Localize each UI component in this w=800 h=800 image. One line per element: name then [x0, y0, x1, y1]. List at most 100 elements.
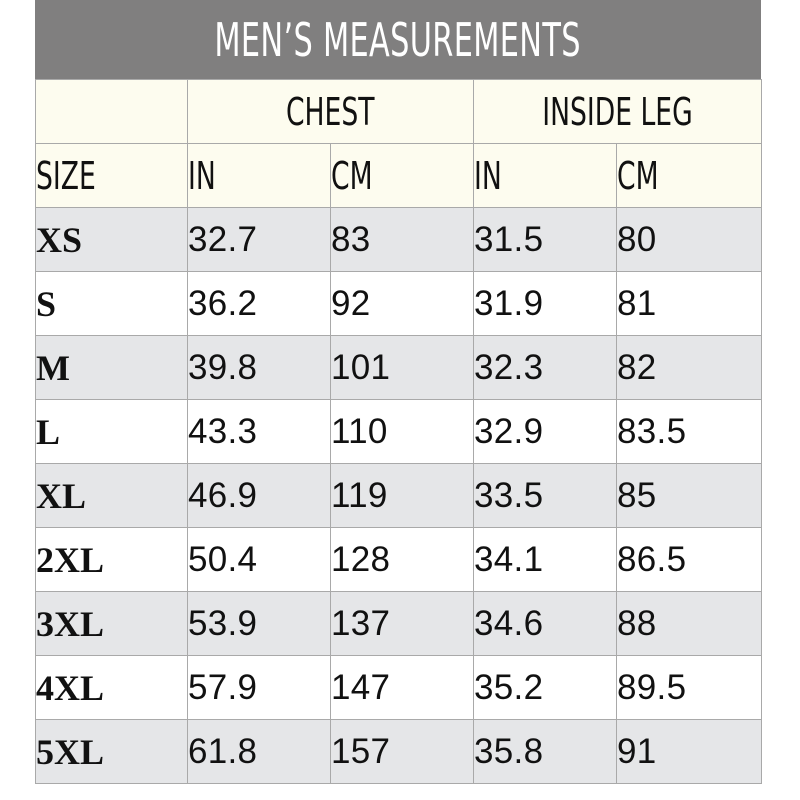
leg-in-cell-value: 32.9: [474, 411, 544, 451]
size-cell-value: S: [36, 283, 57, 324]
leg-cm-cell: 86.5: [616, 527, 763, 592]
size-cell: 5XL: [35, 719, 188, 784]
chest-cm-cell: 137: [329, 591, 475, 656]
chest-in-cell: 46.9: [187, 463, 331, 528]
size-cell-value: 5XL: [36, 731, 105, 772]
chest-cm-cell-value: 101: [331, 347, 391, 387]
chest-in-cell-value: 43.3: [188, 411, 258, 451]
table-row: XS 32.7 83 31.5 80: [35, 207, 763, 272]
chest-cm-cell-value: 137: [331, 603, 391, 643]
group-header-row: CHEST INSIDE LEG: [35, 79, 763, 144]
chart-title: MEN’S MEASUREMENTS: [214, 12, 582, 67]
leg-in-cell-value: 32.3: [474, 347, 544, 387]
table-row: 2XL 50.4 128 34.1 86.5: [35, 527, 763, 592]
leg-cm-cell: 80: [616, 207, 763, 272]
size-cell: XS: [35, 207, 188, 272]
size-cell: XL: [35, 463, 188, 528]
table-row: XL 46.9 119 33.5 85: [35, 463, 763, 528]
chest-in-cell: 61.8: [187, 719, 331, 784]
table-row: 5XL 61.8 157 35.8 91: [35, 719, 763, 784]
leg-cm-cell: 82: [616, 335, 763, 400]
table-row: L 43.3 110 32.9 83.5: [35, 399, 763, 464]
chest-in-cell: 50.4: [187, 527, 331, 592]
leg-cm-cell-value: 85: [617, 475, 657, 515]
chest-cm-cell-value: 119: [331, 475, 388, 515]
leg-cm-cell-value: 89.5: [617, 667, 687, 707]
leg-in-cell-value: 31.5: [474, 219, 544, 259]
chest-cm-cell: 83: [329, 207, 475, 272]
chest-in-cell-value: 53.9: [188, 603, 258, 643]
chest-group-header: CHEST: [186, 79, 475, 144]
column-header-row: SIZE IN CM IN CM: [35, 143, 763, 208]
leg-cm-cell-value: 80: [617, 219, 657, 259]
size-cell-value: 2XL: [36, 539, 105, 580]
size-cell: S: [35, 271, 188, 336]
leg-in-cell: 34.1: [473, 527, 618, 592]
measurements-table: CHEST INSIDE LEG SIZE IN CM IN: [35, 79, 763, 784]
chest-cm-cell-value: 157: [331, 731, 391, 771]
chest-cm-cell: 128: [329, 527, 475, 592]
title-bar: MEN’S MEASUREMENTS: [35, 0, 761, 79]
chest-in-cell: 32.7: [187, 207, 331, 272]
table-row: S 36.2 92 31.9 81: [35, 271, 763, 336]
leg-in-cell: 31.9: [473, 271, 618, 336]
chest-label: CHEST: [286, 89, 375, 134]
leg-in-cell: 35.2: [473, 655, 618, 720]
leg-in-cell-value: 35.2: [474, 667, 544, 707]
leg-cm-cell: 81: [616, 271, 763, 336]
leg-in-label: IN: [474, 153, 502, 198]
size-cell: 3XL: [35, 591, 188, 656]
chest-in-cell-value: 46.9: [188, 475, 258, 515]
chest-cm-cell: 110: [329, 399, 475, 464]
leg-in-cell: 31.5: [473, 207, 618, 272]
leg-in-cell: 32.9: [473, 399, 618, 464]
leg-in-column-header: IN: [473, 143, 618, 208]
size-cell-value: XL: [36, 475, 87, 516]
chest-cm-cell: 101: [329, 335, 475, 400]
size-cell-value: 3XL: [36, 603, 105, 644]
chest-cm-cell-value: 147: [331, 667, 391, 707]
size-column-header: SIZE: [35, 143, 188, 208]
size-cell-value: XS: [36, 219, 83, 260]
chest-cm-cell: 147: [329, 655, 475, 720]
leg-in-cell-value: 34.1: [474, 539, 544, 579]
size-cell: 2XL: [35, 527, 188, 592]
chest-in-cell-value: 32.7: [188, 219, 258, 259]
table-row: 4XL 57.9 147 35.2 89.5: [35, 655, 763, 720]
chest-cm-cell-value: 110: [331, 411, 388, 451]
chest-in-cell: 36.2: [187, 271, 331, 336]
chest-in-label: IN: [188, 153, 216, 198]
chest-cm-cell: 157: [329, 719, 475, 784]
chest-in-cell-value: 57.9: [188, 667, 258, 707]
leg-cm-cell-value: 88: [617, 603, 657, 643]
leg-cm-cell-value: 83.5: [617, 411, 687, 451]
chest-in-cell: 39.8: [187, 335, 331, 400]
inside-leg-group-header: INSIDE LEG: [473, 79, 763, 144]
size-cell-value: 4XL: [36, 667, 105, 708]
size-chart: MEN’S MEASUREMENTS CHEST INSIDE LEG SI: [35, 0, 763, 800]
chest-in-cell-value: 61.8: [188, 731, 258, 771]
chest-cm-column-header: CM: [329, 143, 475, 208]
chest-in-cell-value: 36.2: [188, 283, 258, 323]
chest-cm-cell: 92: [329, 271, 475, 336]
size-cell-value: M: [36, 347, 70, 388]
size-cell: 4XL: [35, 655, 188, 720]
leg-cm-cell: 88: [616, 591, 763, 656]
chest-in-cell: 53.9: [187, 591, 331, 656]
size-cell: L: [35, 399, 188, 464]
leg-in-cell-value: 35.8: [474, 731, 544, 771]
chest-cm-label: CM: [331, 153, 373, 198]
chest-in-cell: 43.3: [187, 399, 331, 464]
leg-cm-cell-value: 81: [617, 283, 657, 323]
leg-cm-cell: 85: [616, 463, 763, 528]
leg-cm-cell-value: 82: [617, 347, 657, 387]
chest-cm-cell-value: 83: [331, 219, 371, 259]
leg-cm-cell: 89.5: [616, 655, 763, 720]
chest-in-column-header: IN: [187, 143, 331, 208]
leg-in-cell: 33.5: [473, 463, 618, 528]
chest-cm-cell-value: 128: [331, 539, 391, 579]
leg-in-cell-value: 31.9: [474, 283, 544, 323]
leg-in-cell: 34.6: [473, 591, 618, 656]
chest-in-cell: 57.9: [187, 655, 331, 720]
leg-cm-cell: 83.5: [616, 399, 763, 464]
